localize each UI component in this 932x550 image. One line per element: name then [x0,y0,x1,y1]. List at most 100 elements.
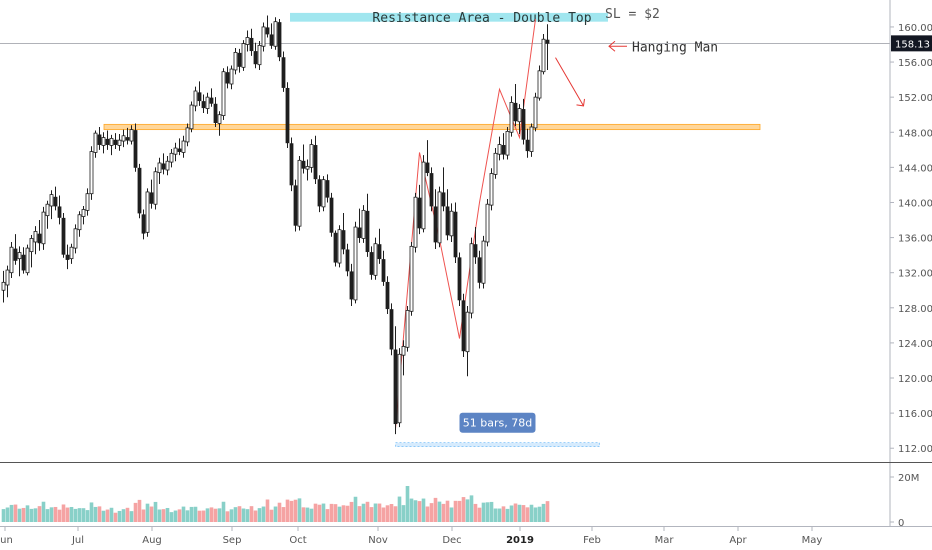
candle-body [385,281,390,310]
candle [465,306,470,377]
volume-bar [149,506,154,522]
candle-body [93,132,98,153]
candle [289,137,294,192]
candle [521,98,526,145]
volume-bar [297,498,302,522]
volume-bar [321,503,326,522]
candle [237,48,242,73]
volume-bar [169,512,174,522]
candle [441,167,446,212]
volume-bar [473,503,478,522]
candle [33,226,38,255]
candle [129,125,134,145]
candle-body [233,51,238,71]
volume-bar [537,506,542,522]
volume-bar [161,509,166,522]
volume-bar [249,506,254,522]
volume-bar [69,506,74,522]
candle [493,148,498,179]
volume-bar [261,506,266,522]
volume-bar [269,509,274,522]
candle [389,303,394,356]
candle-body [85,193,90,211]
candle [261,22,266,52]
volume-bar [89,502,94,522]
candle-body [253,51,258,65]
candle-body [97,134,102,145]
volume-bar [29,508,34,522]
volume-bar [433,497,438,522]
candle-body [169,152,174,163]
candle-body [365,210,370,253]
volume-bar [157,509,162,522]
volume-bar [181,506,186,522]
time-axis-label: Sep [223,535,242,546]
price-tick-label: 116.00 [898,409,932,420]
volume-bar [445,500,450,522]
candle-body [441,192,446,207]
volume-bar [201,510,206,522]
volume-bar [65,507,70,522]
volume-bar [377,503,382,522]
candle [105,130,110,150]
candle [533,92,538,132]
candles-layer [1,15,550,435]
candle-body [137,167,142,214]
candle-body [505,130,510,156]
volume-bar [333,504,338,522]
time-axis-label: May [802,535,823,546]
candle [353,221,358,304]
price-tick-label: 152.00 [898,93,932,104]
zone-layer: Resistance Area - Double Top [0,11,890,131]
stop-loss-label: SL = $2 [605,7,660,22]
candle [409,241,414,316]
candle [425,140,430,177]
candle [309,139,314,173]
volume-bar [165,507,170,522]
candle [37,220,42,251]
volume-bar [129,511,134,522]
volume-bar [425,506,430,522]
volume-bar [397,496,402,522]
candle-body [109,138,114,146]
volume-bar [341,505,346,522]
candle-body [305,166,310,170]
candle [97,126,102,150]
candle [213,97,218,127]
volume-bar [173,510,178,522]
volume-bar [273,506,278,522]
volume-bar [521,505,526,522]
resistance-zone-label: Resistance Area - Double Top [372,11,591,26]
candle [313,135,318,185]
candle [489,168,494,211]
candle-body [101,137,106,146]
candle-body [533,96,538,129]
candle [485,198,490,247]
candle-body [309,144,314,168]
candle-body [5,269,10,286]
volume-bar [313,503,318,522]
candle-body [41,211,46,245]
candle [49,190,54,220]
candle-body [453,211,458,258]
candle-body [289,143,294,186]
last-price-tag [891,35,932,52]
volume-bar [193,506,198,522]
volume-bar [37,506,42,522]
candle-body [521,109,526,140]
volume-bar [17,508,22,522]
volume-bar [189,506,194,522]
candle [345,243,350,277]
candle [169,148,174,168]
candle-body [349,271,354,300]
candle-body [445,206,450,236]
candle [61,213,66,258]
volume-bar [457,500,462,522]
candle [177,138,182,156]
volume-bar [141,509,146,522]
candle [189,101,194,133]
candle [525,128,530,158]
candle [365,193,370,257]
candle-body [217,114,222,124]
